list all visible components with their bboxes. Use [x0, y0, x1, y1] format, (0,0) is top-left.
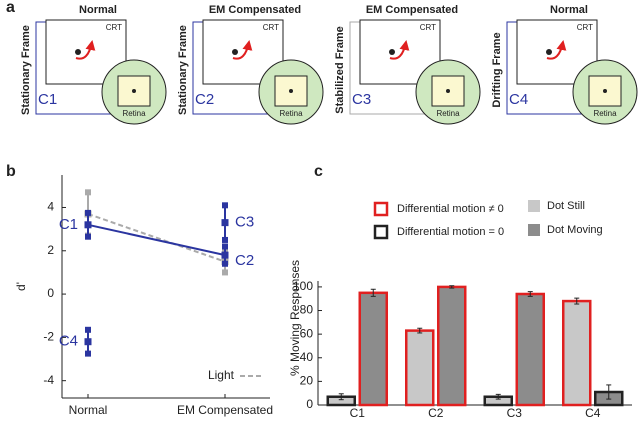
- retina-label: Retina: [436, 109, 460, 118]
- y-tick-label: 60: [300, 326, 314, 340]
- bar: [562, 299, 592, 407]
- legend-label: Differential motion = 0: [397, 226, 504, 238]
- frame-label: Stationary Frame: [177, 25, 189, 115]
- error-cap: [85, 233, 91, 240]
- legend-swatch: [528, 200, 540, 212]
- retina-dot: [603, 89, 607, 93]
- series-line: [87, 213, 226, 263]
- series-line: [87, 223, 226, 257]
- x-tick-label: Normal: [69, 403, 108, 417]
- panel-title: Normal: [79, 4, 117, 16]
- crt-label: CRT: [263, 23, 279, 32]
- motion-arrow: [232, 40, 253, 60]
- condition-label: C4: [509, 91, 528, 108]
- y-tick-label: 20: [300, 374, 314, 388]
- y-tick-label: 0: [306, 397, 313, 411]
- target-dot: [232, 49, 238, 55]
- point-label: C2: [235, 252, 254, 269]
- error-cap: [222, 243, 228, 250]
- error-cap: [222, 236, 228, 243]
- point: [221, 219, 229, 227]
- legend-label: Dot Moving: [547, 224, 603, 236]
- retina-label: Retina: [593, 109, 617, 118]
- x-tick-label: C1: [350, 406, 366, 420]
- y-tick-label: 80: [300, 303, 314, 317]
- error-cap: [222, 269, 228, 276]
- frame-label: Drifting Frame: [491, 32, 503, 107]
- legend-swatch: [373, 201, 389, 217]
- x-tick-label: C4: [585, 406, 601, 420]
- retina-dot: [446, 89, 450, 93]
- legend-label: Dot Still: [547, 200, 585, 212]
- point: [84, 221, 92, 229]
- x-tick-label: C2: [428, 406, 444, 420]
- panel-label: a: [6, 0, 15, 16]
- target-dot: [75, 49, 81, 55]
- error-cap: [222, 260, 228, 267]
- error-cap: [222, 202, 228, 209]
- bar: [405, 329, 435, 407]
- condition-label: C1: [38, 91, 57, 108]
- point-label: C3: [235, 214, 254, 231]
- legend-label: Light: [208, 368, 235, 382]
- condition-label: C2: [195, 91, 214, 108]
- retina-dot: [289, 89, 293, 93]
- panel-label: c: [314, 163, 323, 180]
- error-cap: [85, 350, 91, 357]
- frame-label: Stabilized Frame: [334, 26, 346, 113]
- crt-label: CRT: [106, 23, 122, 32]
- motion-arrow: [75, 40, 96, 60]
- frame-label: Stationary Frame: [20, 25, 32, 115]
- retina-label: Retina: [279, 109, 303, 118]
- y-tick-label: 0: [47, 286, 54, 300]
- y-tick-label: 2: [47, 243, 54, 257]
- error-cap: [85, 209, 91, 216]
- y-axis-label: % Moving Responses: [288, 260, 302, 376]
- y-tick-label: -4: [43, 373, 54, 387]
- panel-label: b: [6, 163, 16, 180]
- target-dot: [389, 49, 395, 55]
- motion-arrow: [546, 40, 567, 60]
- point-label: C1: [59, 216, 78, 233]
- bar: [437, 285, 467, 407]
- retina-label: Retina: [122, 109, 146, 118]
- y-tick-label: 100: [293, 279, 313, 293]
- panel-title: EM Compensated: [366, 4, 458, 16]
- motion-arrow: [389, 40, 410, 60]
- point-label: C4: [59, 333, 78, 350]
- y-tick-label: -2: [43, 330, 54, 344]
- point: [84, 338, 92, 346]
- panel-title: EM Compensated: [209, 4, 301, 16]
- target-dot: [546, 49, 552, 55]
- legend-swatch: [528, 224, 540, 236]
- error-cap: [85, 326, 91, 333]
- x-tick-label: EM Compensated: [177, 403, 273, 417]
- point: [221, 251, 229, 259]
- y-tick-label: 40: [300, 350, 314, 364]
- error-cap: [85, 189, 91, 196]
- panel-title: Normal: [550, 4, 588, 16]
- x-tick-label: C3: [507, 406, 523, 420]
- condition-label: C3: [352, 91, 371, 108]
- bar: [358, 291, 388, 407]
- retina-dot: [132, 89, 136, 93]
- bar: [515, 292, 545, 407]
- legend-swatch: [373, 224, 389, 240]
- crt-label: CRT: [420, 23, 436, 32]
- crt-label: CRT: [577, 23, 593, 32]
- legend-label: Differential motion ≠ 0: [397, 203, 504, 215]
- y-tick-label: 4: [47, 200, 54, 214]
- y-axis-label: d': [14, 282, 28, 291]
